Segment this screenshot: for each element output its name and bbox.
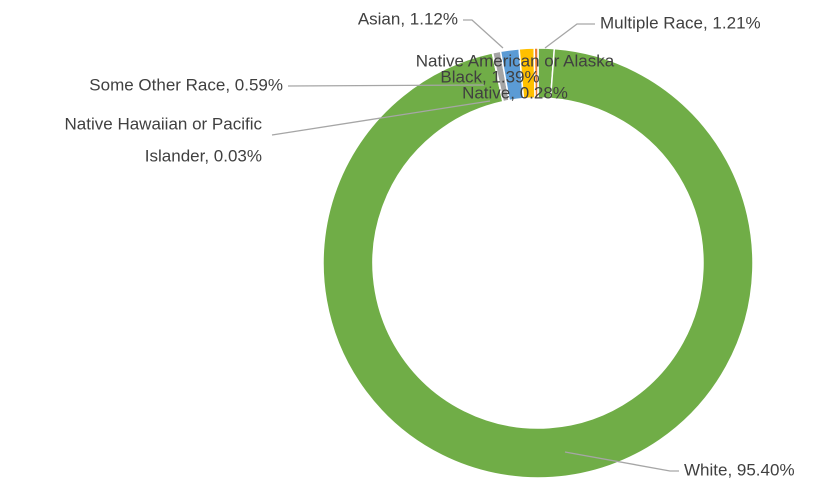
leader-line <box>287 84 485 87</box>
data-label: Native, 0.28% <box>462 83 568 102</box>
data-label: Native Hawaiian or Pacific <box>65 114 263 133</box>
donut-slice <box>533 47 539 99</box>
leader-line <box>271 100 491 136</box>
leader-line <box>564 451 679 472</box>
data-label: Asian, 1.12% <box>358 9 458 28</box>
data-label: Some Other Race, 0.59% <box>89 75 283 94</box>
data-label: Native American or Alaska <box>416 51 615 70</box>
donut-slice <box>322 47 754 479</box>
leader-line <box>463 19 504 49</box>
data-label: Islander, 0.03% <box>145 146 262 165</box>
data-label: Multiple Race, 1.21% <box>600 13 761 32</box>
data-label: Black, 1.39% <box>440 67 539 86</box>
data-label: White, 95.40% <box>684 460 795 479</box>
leader-line <box>544 23 595 49</box>
